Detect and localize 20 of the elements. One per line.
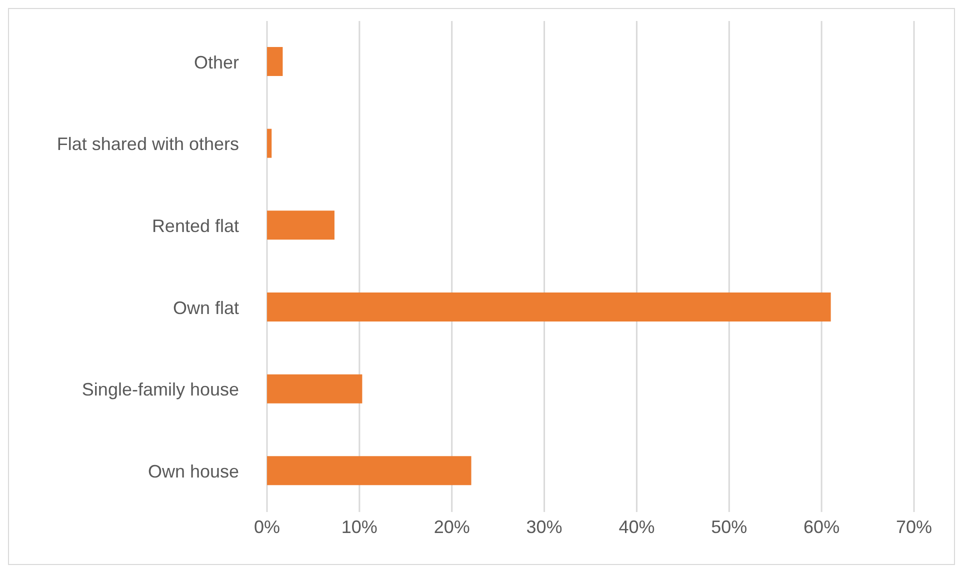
y-tick-label: Own flat [172, 298, 239, 318]
y-tick-label: Own house [148, 461, 239, 482]
x-tick-label: 20% [434, 516, 470, 537]
x-tick-label: 0% [254, 516, 280, 537]
bar [267, 47, 283, 76]
y-tick-label: Other [194, 52, 239, 72]
bar [267, 210, 334, 240]
y-tick-label: Rented flat [152, 216, 239, 236]
bar [267, 292, 831, 322]
x-tick-label: 30% [526, 516, 562, 537]
bar [267, 128, 272, 158]
y-tick-label: Single-family house [82, 380, 239, 400]
x-tick-label: 40% [618, 516, 655, 537]
bar [267, 374, 362, 404]
y-tick-label: Flat shared with others [56, 134, 239, 154]
x-tick-label: 70% [896, 516, 932, 537]
bar [267, 456, 472, 486]
x-tick-label: 10% [341, 516, 378, 537]
x-tick-label: 60% [804, 516, 840, 537]
x-tick-label: 50% [711, 516, 748, 537]
